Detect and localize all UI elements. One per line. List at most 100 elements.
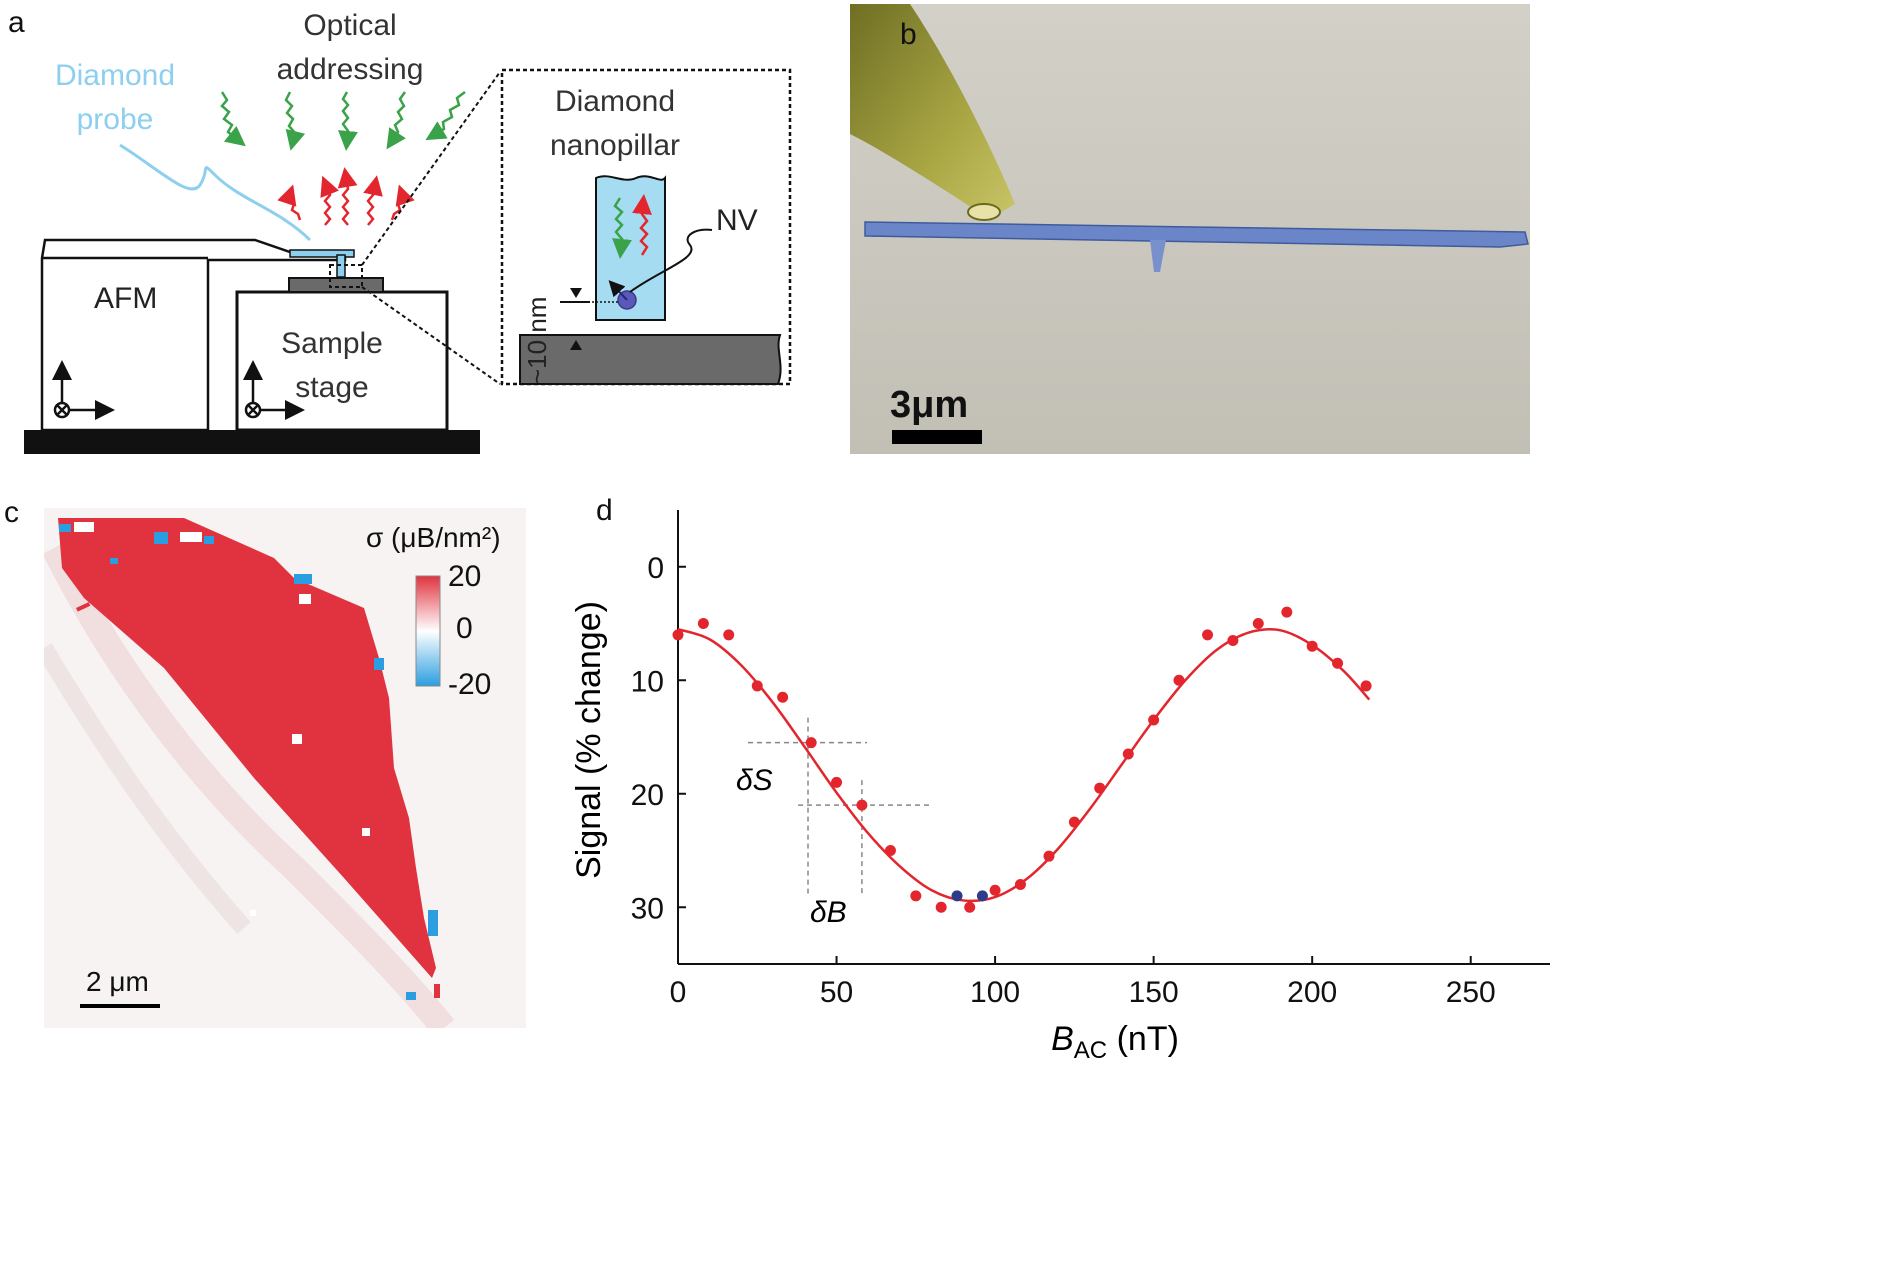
data-point (856, 799, 868, 811)
data-point (884, 845, 896, 856)
probe-line-1: Diamond (54, 59, 176, 92)
data-point (964, 901, 976, 913)
green-arrow-5 (425, 91, 466, 141)
data-point (777, 691, 789, 703)
y-tick-label: 30 (631, 892, 664, 925)
cantilever (289, 249, 355, 258)
data-point (1202, 629, 1214, 641)
optical-line-1: Optical (303, 9, 397, 42)
x-axis-label: BAC (nT) (1051, 1020, 1179, 1064)
nanopillar-line-2: nanopillar (549, 129, 681, 162)
green-arrows (220, 91, 466, 151)
inset-green-arrow (612, 197, 632, 259)
panel-d-chart: 0 50 100 150 200 250 0 10 20 30 BAC (nT) Signal (… (570, 510, 1550, 1064)
x-tick-label: 250 (1446, 976, 1496, 1009)
data-point (751, 680, 763, 692)
x-tick-label: 50 (820, 976, 853, 1009)
data-point (1014, 879, 1026, 891)
green-arrow-1 (220, 91, 246, 147)
data-point (1148, 714, 1160, 726)
highlight-point (951, 890, 963, 902)
data-point (989, 884, 1001, 896)
x-tick-label: 150 (1129, 976, 1179, 1009)
cantilever-shape (864, 221, 1529, 248)
legend-min: -20 (448, 668, 492, 701)
optical-addressing-label: Optical addressing (250, 4, 450, 92)
delta-s-label: δS (736, 764, 773, 797)
delta-b-label: δB (810, 896, 847, 929)
legend-max: 20 (448, 560, 482, 593)
sample (288, 277, 384, 293)
scale-label-c: 2 μm (86, 966, 149, 997)
flake (58, 518, 436, 978)
y-tick-label: 10 (631, 665, 664, 698)
data-point (910, 890, 922, 902)
stage-axes-icon (243, 360, 305, 420)
panel-c-label: c (4, 496, 19, 529)
red-arrow-1 (277, 184, 302, 221)
afm-label: AFM (94, 282, 158, 315)
data-point (1122, 748, 1134, 760)
data-point (672, 629, 684, 641)
red-arrow-3 (337, 167, 358, 226)
data-point (697, 618, 709, 629)
data-point (935, 901, 947, 913)
inset-sample (519, 334, 782, 385)
green-arrow-2 (284, 91, 306, 151)
panel-c-map: σ (μB/nm²) 20 0 -20 2 μm (36, 508, 526, 1037)
nanopillar-line-1: Diamond (554, 85, 676, 118)
legend-mid: 0 (456, 612, 473, 645)
inset-red-arrow (632, 194, 652, 256)
fit-curve (677, 627, 1371, 903)
data-points (672, 606, 1372, 913)
y-axis-label: Signal (% change) (570, 601, 608, 879)
data-point (723, 629, 735, 641)
green-arrow-4 (386, 91, 407, 150)
data-point (1281, 606, 1293, 618)
y-tick-label: 0 (647, 552, 664, 585)
sem-image (850, 4, 1530, 454)
panel-d-label: d (596, 494, 613, 527)
y-tick-label: 20 (631, 779, 664, 812)
panel-a-label: a (8, 6, 25, 39)
red-arrow-5 (390, 184, 415, 221)
colorbar (415, 575, 441, 687)
probe-line (119, 143, 312, 242)
data-point (1360, 680, 1372, 692)
chart-axes (677, 510, 1550, 965)
red-arrow-4 (363, 175, 383, 226)
data-point (1306, 640, 1318, 652)
data-point (1068, 816, 1080, 828)
depth-label: ~10 nm (522, 297, 552, 384)
x-tick-label: 100 (970, 976, 1020, 1009)
stage-line-1: Sample (281, 327, 383, 360)
x-tick-label: 0 (670, 976, 687, 1009)
optical-line-2: addressing (276, 53, 424, 86)
data-point (805, 737, 817, 749)
data-point (1094, 782, 1106, 794)
sample-stage-label: Sample stage (262, 322, 402, 410)
scale-bar-b (892, 430, 982, 444)
stage-line-2: stage (295, 371, 369, 404)
green-arrow-3 (338, 91, 358, 151)
data-point (1227, 635, 1239, 647)
data-point (1252, 618, 1264, 629)
magnetization-map (36, 508, 526, 1037)
panel-b-label: b (900, 18, 917, 51)
diamond-probe-label: Diamond probe (30, 54, 200, 142)
data-point (1332, 657, 1344, 669)
probe-line-2: probe (76, 103, 154, 136)
panel-a-schematic: ~10 nm (24, 68, 792, 454)
highlight-point (976, 890, 988, 902)
nanopillar-label: Diamond nanopillar (545, 80, 685, 168)
negative-regions (59, 524, 438, 1000)
pillar-shape (1150, 240, 1166, 272)
base-plate (24, 430, 480, 454)
data-point (831, 776, 843, 788)
flake-defects (74, 522, 370, 916)
chart-ticks: 0 50 100 150 200 250 0 10 20 30 (631, 552, 1496, 1009)
panel-b-micrograph: b 3μm (850, 4, 1530, 454)
afm-axes-icon (52, 360, 115, 420)
nv-label: NV (716, 204, 758, 237)
data-point (1043, 850, 1055, 862)
